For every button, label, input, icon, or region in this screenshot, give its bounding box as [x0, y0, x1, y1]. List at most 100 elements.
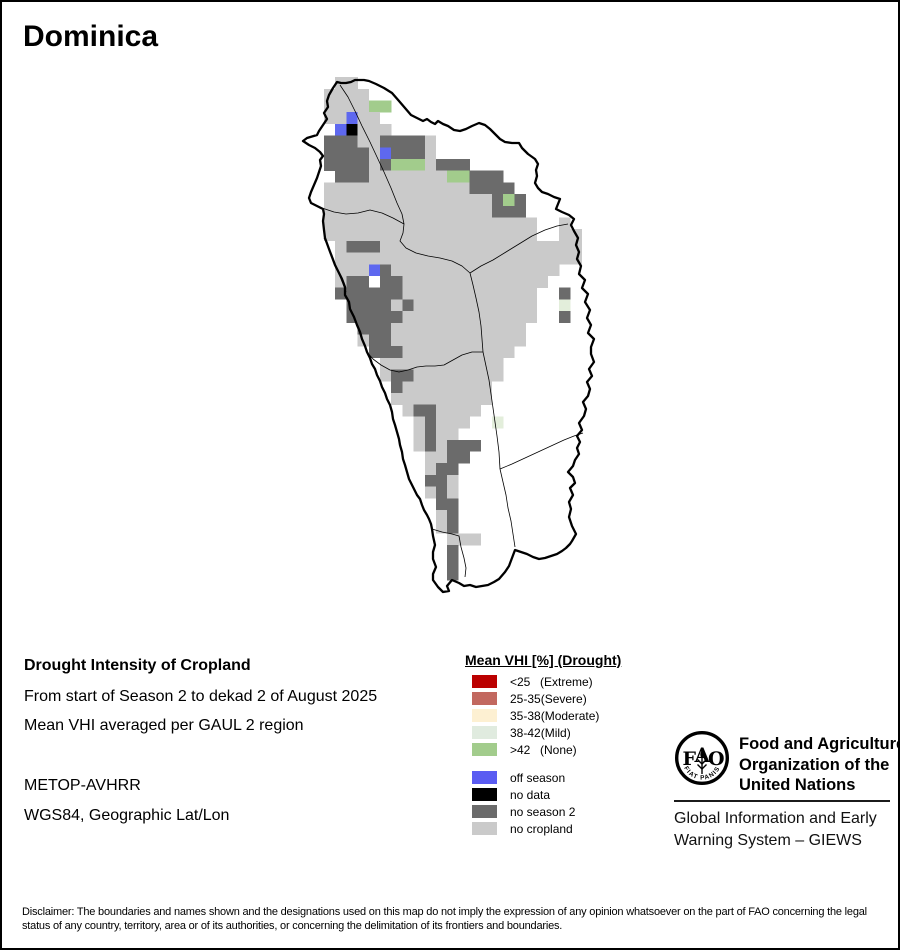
- raster-cell: [503, 252, 515, 265]
- raster-cell: [447, 486, 459, 499]
- raster-cell: [380, 311, 392, 323]
- raster-cell: [469, 170, 481, 183]
- raster-cell: [324, 182, 336, 195]
- region-boundaries: [310, 84, 584, 578]
- raster-cell: [436, 428, 448, 440]
- raster-cell: [436, 369, 448, 382]
- raster-cell: [402, 135, 414, 148]
- map-method: Mean VHI averaged per GAUL 2 region: [24, 717, 304, 734]
- raster-cell: [391, 252, 403, 265]
- raster-cell: [480, 194, 493, 206]
- raster-cell: [436, 170, 448, 183]
- raster-cell: [368, 100, 381, 113]
- raster-cell: [492, 311, 504, 323]
- raster-cell: [480, 393, 493, 405]
- raster-cell: [480, 287, 493, 300]
- raster-cell: [447, 404, 459, 417]
- raster-cell: [424, 334, 437, 347]
- raster-cell: [357, 88, 369, 101]
- raster-cell: [458, 276, 470, 288]
- raster-cell: [391, 147, 403, 160]
- raster-cell: [514, 194, 526, 206]
- raster-cell: [346, 217, 358, 230]
- raster-cell: [525, 287, 537, 300]
- raster-cell: [458, 346, 470, 359]
- raster-cell: [413, 322, 425, 335]
- raster-cell: [436, 276, 448, 288]
- raster-cell: [447, 182, 459, 195]
- raster-cell: [447, 159, 459, 171]
- raster-cell: [436, 381, 448, 394]
- divider: [674, 800, 890, 802]
- raster-cell: [335, 88, 347, 101]
- raster-cell: [424, 346, 437, 359]
- raster-cell: [458, 311, 470, 323]
- raster-cell: [480, 322, 493, 335]
- raster-cell: [458, 264, 470, 277]
- raster-cell: [424, 182, 437, 195]
- map-sensor: METOP-AVHRR: [24, 777, 141, 794]
- raster-cell: [458, 252, 470, 265]
- raster-cell: [357, 159, 369, 171]
- raster-cell: [368, 135, 381, 148]
- legend-label: no season 2: [510, 805, 576, 819]
- raster-cell: [424, 463, 437, 476]
- raster-cell: [424, 252, 437, 265]
- raster-cell: [402, 229, 414, 242]
- raster-cell: [380, 287, 392, 300]
- disclaimer-text: Disclaimer: The boundaries and names sho…: [22, 906, 867, 932]
- raster-cell: [380, 276, 392, 288]
- raster-cell: [492, 369, 504, 382]
- raster-cell: [503, 287, 515, 300]
- raster-cell: [458, 322, 470, 335]
- raster-cell: [514, 229, 526, 242]
- region-boundary: [310, 202, 405, 225]
- legend-item-severe: 25-35(Severe): [465, 691, 675, 708]
- raster-cell: [436, 194, 448, 206]
- raster-cell: [391, 381, 403, 394]
- raster-cell: [447, 416, 459, 429]
- raster-cell: [357, 147, 369, 160]
- raster-cell: [402, 147, 414, 160]
- raster-cell: [413, 135, 425, 148]
- raster-cell: [469, 439, 481, 452]
- raster-cell: [357, 287, 369, 300]
- raster-cell: [346, 88, 358, 101]
- raster-cell: [503, 334, 515, 347]
- raster-cell: [525, 217, 537, 230]
- raster-cell: [424, 439, 437, 452]
- raster-cells: [324, 77, 582, 581]
- raster-cell: [335, 159, 347, 171]
- raster-cell: [514, 276, 526, 288]
- raster-cell: [368, 194, 381, 206]
- raster-cell: [492, 264, 504, 277]
- raster-cell: [413, 404, 425, 417]
- raster-cell: [324, 135, 336, 148]
- raster-cell: [447, 393, 459, 405]
- raster-cell: [492, 205, 504, 218]
- raster-cell: [503, 217, 515, 230]
- raster-cell: [447, 357, 459, 370]
- raster-cell: [424, 194, 437, 206]
- raster-cell: [458, 451, 470, 464]
- raster-cell: [413, 369, 425, 382]
- raster-cell: [480, 264, 493, 277]
- raster-cell: [380, 229, 392, 242]
- raster-cell: [458, 357, 470, 370]
- raster-cell: [346, 229, 358, 242]
- raster-cell: [368, 264, 381, 277]
- raster-cell: [458, 404, 470, 417]
- raster-cell: [402, 322, 414, 335]
- region-boundary: [365, 350, 483, 373]
- raster-cell: [424, 369, 437, 382]
- raster-cell: [402, 357, 414, 370]
- raster-cell: [335, 217, 347, 230]
- raster-cell: [492, 416, 504, 429]
- raster-cell: [492, 346, 504, 359]
- raster-cell: [447, 381, 459, 394]
- raster-cell: [503, 194, 515, 206]
- raster-cell: [458, 439, 470, 452]
- raster-cell: [436, 299, 448, 312]
- region-boundary: [469, 272, 484, 353]
- raster-cell: [368, 123, 381, 136]
